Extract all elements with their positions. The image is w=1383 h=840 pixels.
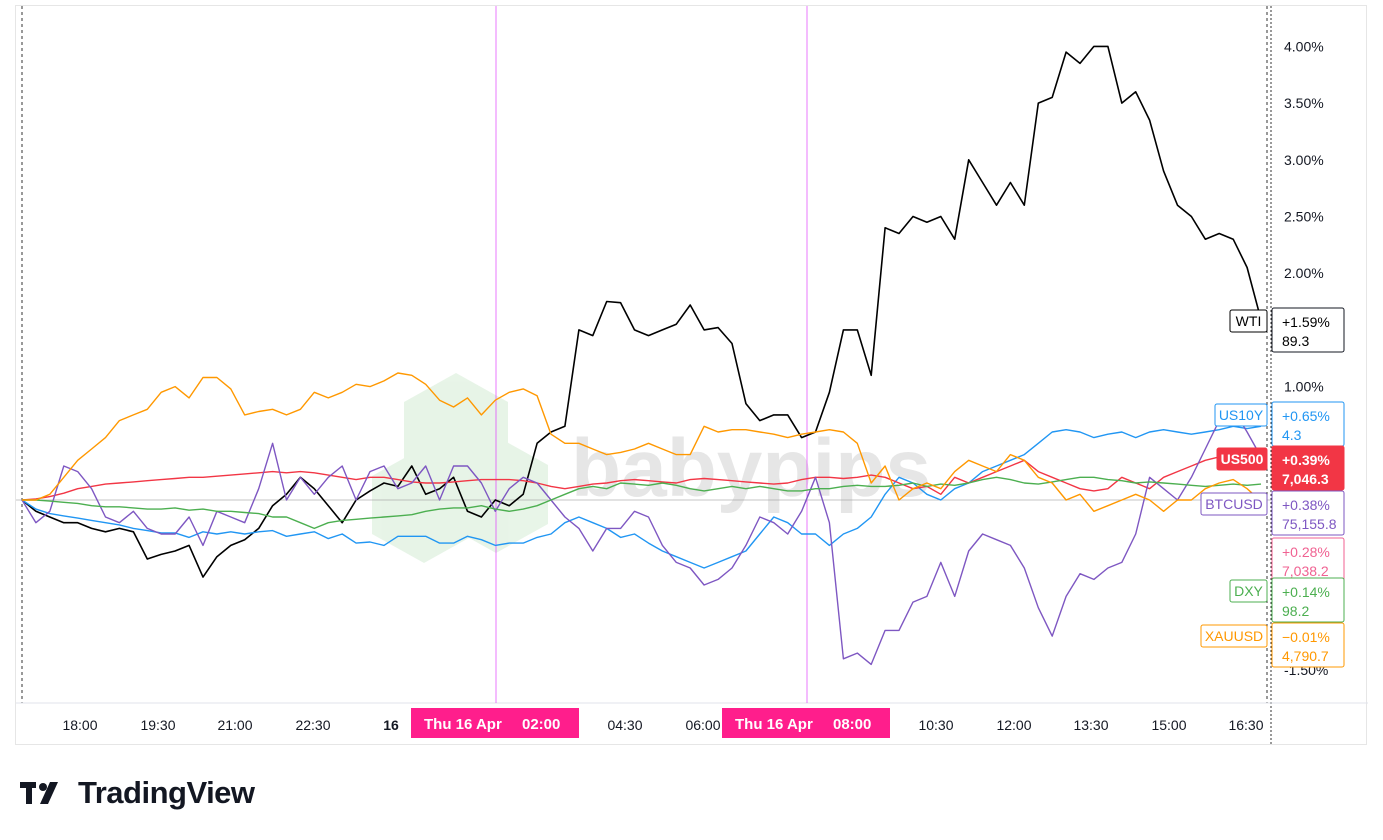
x-tick-label: 22:30 <box>295 717 330 733</box>
price-badges: WTI +1.59% 89.3 US10Y +0.65% 4.3 US500 +0.39% 7,… <box>1200 307 1345 668</box>
series-name-tag: WTI <box>1236 313 1262 329</box>
x-tick-label: 06:00 <box>685 717 720 733</box>
y-tick-label: 4.00% <box>1284 38 1324 54</box>
series-price-value: 4,790.7 <box>1282 648 1329 664</box>
series-badge-us10y[interactable]: US10Y +0.65% 4.3 <box>1214 401 1345 447</box>
series-layer <box>21 45 1262 666</box>
series-change-value: −0.01% <box>1282 629 1330 645</box>
series-badge-wti[interactable]: WTI +1.59% 89.3 <box>1229 307 1345 353</box>
x-tick-label: 04:30 <box>607 717 642 733</box>
series-badge-dxy[interactable]: DXY +0.14% 98.2 <box>1229 577 1345 623</box>
highlight-time: 02:00 <box>522 716 560 733</box>
series-name-tag: US10Y <box>1219 407 1264 423</box>
watermark-text: babypips <box>571 423 931 514</box>
series-change-value: +0.38% <box>1282 497 1330 513</box>
x-tick-label: 21:00 <box>217 717 252 733</box>
series-line-us500[interactable] <box>21 455 1262 501</box>
chart-frame: babypips 4.00% 3.50% 3.00% 2.50% 2.00% 1.00% -… <box>15 5 1368 746</box>
series-line-wti[interactable] <box>21 45 1262 578</box>
y-tick-label: 3.50% <box>1284 95 1324 111</box>
series-price-value: 7,038.2 <box>1282 563 1329 579</box>
series-line-btcusd[interactable] <box>21 408 1262 666</box>
x-tick-label: 12:00 <box>996 717 1031 733</box>
tradingview-logo-text: TradingView <box>78 775 255 810</box>
series-change-value: +0.14% <box>1282 584 1330 600</box>
x-tick-label: 15:00 <box>1151 717 1186 733</box>
series-badge-xauusd[interactable]: XAUUSD −0.01% 4,790.7 <box>1200 622 1345 668</box>
x-tick-label: 13:30 <box>1073 717 1108 733</box>
series-change-value: +1.59% <box>1282 314 1330 330</box>
y-tick-label: 3.00% <box>1284 152 1324 168</box>
series-line-us10y[interactable] <box>21 425 1262 569</box>
series-price-value: 4.3 <box>1282 427 1302 443</box>
x-tick-label: 18:00 <box>62 717 97 733</box>
series-change-value: +0.28% <box>1282 544 1330 560</box>
series-name-tag: XAUUSD <box>1205 628 1263 644</box>
chart-svg[interactable]: babypips 4.00%3.50%3.00%2.50%2.00%1.00%-… <box>16 6 1368 746</box>
highlight-time-badge[interactable]: Thu 16 Apr 08:00 <box>722 708 890 738</box>
series-badge-btcusd[interactable]: BTCUSD +0.38% 75,155.8 <box>1200 490 1345 536</box>
tradingview-logo[interactable]: TradingView <box>20 775 255 811</box>
y-tick-label: 2.50% <box>1284 209 1324 225</box>
highlight-date: Thu 16 Apr <box>735 716 813 733</box>
series-name-tag: US500 <box>1221 451 1264 467</box>
highlight-date: Thu 16 Apr <box>424 716 502 733</box>
series-price-value: 75,155.8 <box>1282 516 1337 532</box>
x-tick-label: 10:30 <box>918 717 953 733</box>
x-tick-label: 16:30 <box>1228 717 1263 733</box>
tradingview-logo-icon <box>20 782 58 804</box>
series-badge-unnamed[interactable]: +0.28% 7,038.2 <box>1271 537 1345 583</box>
highlight-time-badge[interactable]: Thu 16 Apr 02:00 <box>411 708 579 738</box>
series-line-dxy[interactable] <box>22 476 1262 530</box>
series-name-tag: BTCUSD <box>1205 496 1263 512</box>
series-change-value: +0.65% <box>1282 408 1330 424</box>
series-badge-us500[interactable]: US500 +0.39% 7,046.3 <box>1216 445 1345 491</box>
x-tick-label: 19:30 <box>140 717 175 733</box>
series-line-xauusd[interactable] <box>22 372 1262 512</box>
series-price-value: 7,046.3 <box>1282 471 1329 487</box>
x-axis: 18:00 19:30 21:00 22:30 16 04:30 06:00 10:30 12:… <box>62 708 1264 738</box>
series-price-value: 89.3 <box>1282 333 1309 349</box>
series-change-value: +0.39% <box>1282 452 1330 468</box>
series-price-value: 98.2 <box>1282 603 1309 619</box>
highlight-time: 08:00 <box>833 716 871 733</box>
series-name-tag: DXY <box>1234 583 1263 599</box>
x-tick-label: 16 <box>383 717 399 733</box>
y-tick-label: 1.00% <box>1284 379 1324 395</box>
watermark-logo-icon <box>372 373 548 563</box>
y-tick-label: 2.00% <box>1284 265 1324 281</box>
